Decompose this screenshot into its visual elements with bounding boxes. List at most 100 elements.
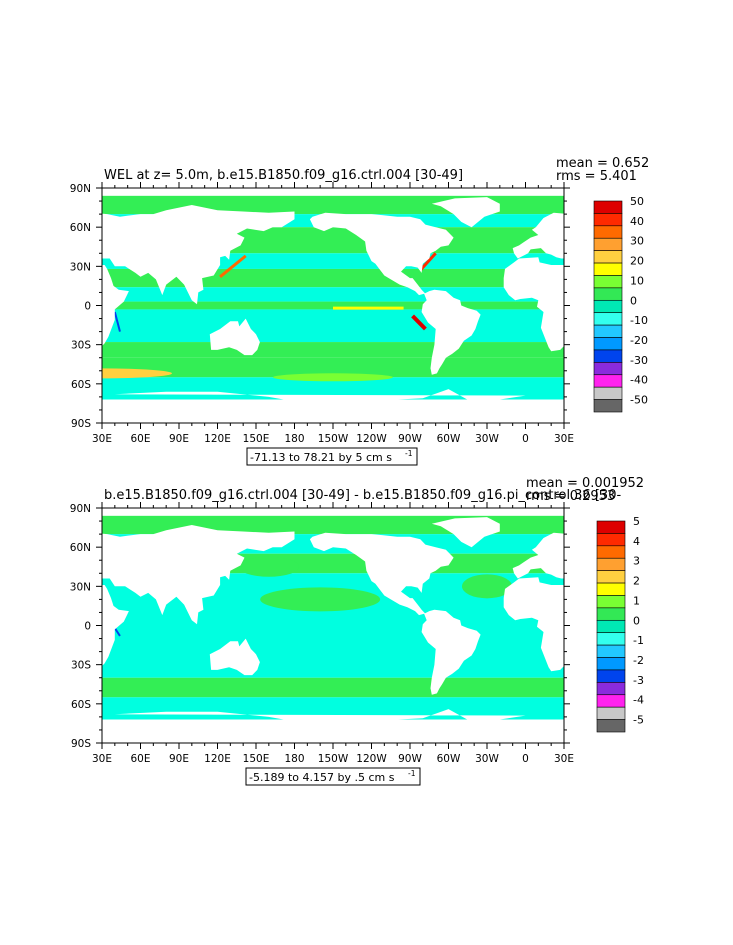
field-band bbox=[102, 268, 564, 288]
x-tick-label: 90E bbox=[169, 433, 189, 445]
field-feature bbox=[113, 627, 121, 637]
colorbar-swatch bbox=[596, 719, 626, 733]
colorbar-swatch bbox=[596, 682, 626, 696]
colorbar-label: 50 bbox=[630, 195, 644, 208]
colorbar: 5 4 3 2 1 0 -1 -2 -3 -4 -5 bbox=[596, 515, 644, 733]
range-superscript: -1 bbox=[408, 769, 416, 778]
x-tick-label: 0 bbox=[522, 753, 529, 765]
x-tick-label: 30E bbox=[92, 753, 112, 765]
colorbar-swatch bbox=[596, 706, 626, 720]
x-tick-label: 30W bbox=[475, 433, 499, 445]
colorbar-label: -30 bbox=[630, 354, 648, 367]
x-tick-label: 90W bbox=[398, 433, 422, 445]
stat-mean: mean = 0.001952 bbox=[526, 476, 644, 491]
map-panel-1: 30E 60E 90E 120E 150E 180 150W 120W 90W 60W 30W 0 30… bbox=[0, 476, 644, 786]
colorbar-swatch bbox=[596, 595, 626, 609]
x-tick-label: 150E bbox=[243, 433, 270, 445]
colorbar-swatch bbox=[596, 644, 626, 658]
colorbar-label: -50 bbox=[630, 394, 648, 407]
polar-cap-north bbox=[102, 188, 564, 196]
y-tick-label: 30S bbox=[71, 660, 91, 672]
colorbar-label: 3 bbox=[633, 555, 640, 568]
land-africa bbox=[503, 577, 564, 672]
range-superscript: -1 bbox=[405, 449, 413, 458]
colorbar-swatch bbox=[593, 349, 623, 363]
range-label-box: -5.189 to 4.157 by .5 cm s -1 bbox=[245, 767, 421, 786]
land-north_america bbox=[309, 532, 454, 616]
colorbar-label: -10 bbox=[630, 314, 648, 327]
land-antarctica bbox=[0, 389, 64, 423]
x-tick-label: 30E bbox=[92, 433, 112, 445]
colorbar-swatch bbox=[593, 374, 623, 388]
colorbar-swatch bbox=[596, 557, 626, 571]
land-australia bbox=[209, 638, 260, 676]
colorbar-swatch bbox=[596, 570, 626, 584]
field-feature bbox=[462, 574, 512, 599]
x-tick-label: 120E bbox=[204, 753, 231, 765]
colorbar-label: 4 bbox=[633, 535, 640, 548]
range-label-box: -71.13 to 78.21 by 5 cm s -1 bbox=[246, 447, 418, 466]
land-south_america bbox=[421, 289, 481, 375]
land-greenland bbox=[0, 517, 38, 547]
y-tick-label: 90S bbox=[71, 738, 91, 750]
land-antarctica bbox=[114, 389, 526, 423]
land-africa bbox=[102, 585, 129, 667]
x-tick-label: 180 bbox=[284, 753, 304, 765]
field-feature bbox=[102, 368, 172, 379]
field-band bbox=[102, 342, 564, 358]
colorbar-swatch bbox=[593, 213, 623, 227]
field-feature bbox=[419, 252, 437, 272]
field-feature bbox=[411, 314, 427, 331]
land-greenland bbox=[431, 197, 500, 228]
colorbar-label: -1 bbox=[633, 634, 644, 647]
colorbar-label: 2 bbox=[633, 575, 640, 588]
range-text: -71.13 to 78.21 by 5 cm s bbox=[250, 451, 392, 464]
stat-rms: rms = 0.2953 bbox=[526, 489, 615, 504]
land-south_america bbox=[421, 609, 481, 695]
field-feature bbox=[113, 311, 121, 332]
colorbar-swatch bbox=[596, 669, 626, 683]
colorbar-swatch bbox=[593, 275, 623, 289]
y-tick-label: 30N bbox=[70, 261, 91, 273]
field-band bbox=[102, 357, 564, 378]
land-eurasia bbox=[512, 212, 564, 259]
x-tick-label: 90E bbox=[169, 753, 189, 765]
land-eurasia bbox=[512, 532, 564, 579]
y-tick-label: 90N bbox=[70, 183, 91, 195]
land-africa bbox=[102, 265, 129, 347]
colorbar-swatch bbox=[596, 607, 626, 621]
range-text: -5.189 to 4.157 by .5 cm s bbox=[249, 771, 395, 784]
field-feature bbox=[260, 587, 381, 612]
stat-mean: mean = 0.652 bbox=[556, 156, 649, 171]
colorbar-swatch bbox=[593, 250, 623, 264]
colorbar-swatch bbox=[593, 225, 623, 239]
y-tick-label: 60S bbox=[71, 379, 91, 391]
colorbar-swatch bbox=[593, 237, 623, 251]
x-tick-label: 150E bbox=[243, 753, 270, 765]
land-greenland bbox=[431, 517, 500, 548]
colorbar-label: 40 bbox=[630, 215, 644, 228]
colorbar-swatch bbox=[596, 657, 626, 671]
x-tick-label: 180 bbox=[284, 433, 304, 445]
colorbar-label: -3 bbox=[633, 674, 644, 687]
y-tick-label: 90N bbox=[70, 503, 91, 515]
land-south_america bbox=[0, 610, 19, 695]
x-tick-label: 60W bbox=[437, 433, 461, 445]
colorbar-label: -5 bbox=[633, 714, 644, 727]
colorbar-swatch bbox=[593, 312, 623, 326]
land-eurasia bbox=[102, 205, 295, 305]
colorbar-swatch bbox=[593, 287, 623, 301]
y-tick-label: 0 bbox=[84, 301, 91, 313]
land-south_america bbox=[0, 290, 19, 375]
colorbar-swatch bbox=[593, 362, 623, 376]
field-feature bbox=[238, 556, 299, 577]
y-tick-label: 30S bbox=[71, 340, 91, 352]
x-tick-label: 30E bbox=[554, 753, 574, 765]
colorbar-swatch bbox=[593, 324, 623, 338]
colorbar-swatch bbox=[596, 694, 626, 708]
map-field-1 bbox=[0, 508, 564, 743]
field-band bbox=[102, 287, 564, 302]
colorbar-swatch bbox=[593, 200, 623, 214]
y-tick-label: 0 bbox=[84, 621, 91, 633]
land-australia bbox=[672, 319, 722, 356]
